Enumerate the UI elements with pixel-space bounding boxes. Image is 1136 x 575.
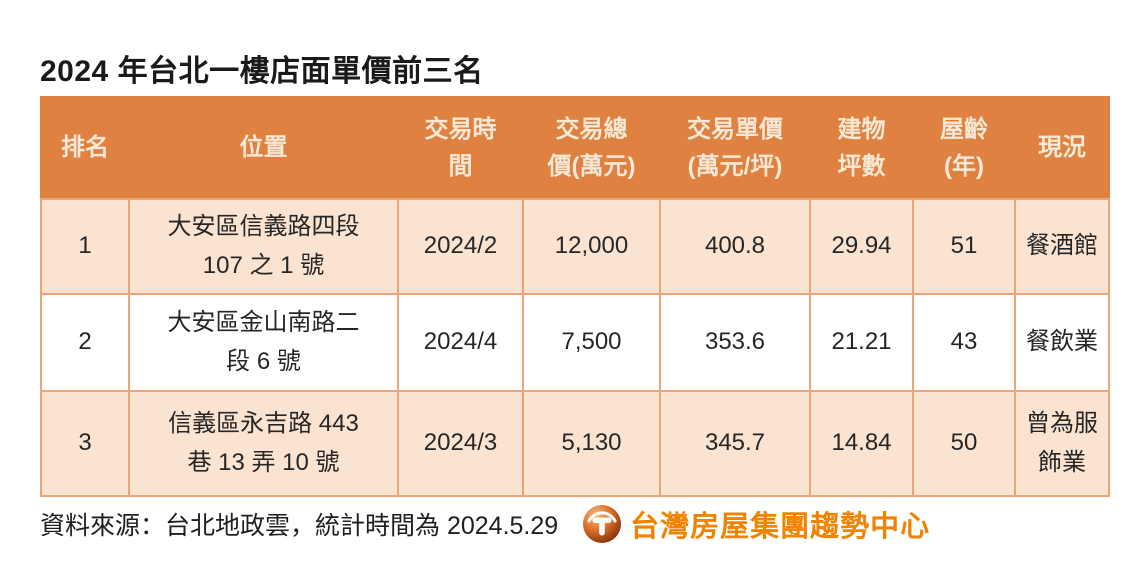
header-location: 位置 (128, 96, 399, 200)
cell-rank: 2 (40, 293, 130, 392)
cell-total-price: 5,130 (522, 390, 661, 497)
brand-logo: 台灣房屋集團趨勢中心 (582, 503, 930, 545)
cell-total-price: 7,500 (522, 293, 661, 392)
cell-building-age: 50 (912, 390, 1016, 497)
cell-total-price: 12,000 (522, 198, 661, 295)
cell-unit-price: 400.8 (659, 198, 811, 295)
cell-transaction-time: 2024/2 (397, 198, 524, 295)
table-row: 1 大安區信義路四段 107 之 1 號 2024/2 12,000 400.8… (40, 198, 1110, 295)
cell-building-age: 43 (912, 293, 1016, 392)
cell-building-age: 51 (912, 198, 1016, 295)
table-header-row: 排名 位置 交易時 間 交易總 價(萬元) 交易單價 (萬元/坪) 建物 坪數 … (40, 96, 1110, 200)
brand-name: 台灣房屋集團趨勢中心 (630, 511, 931, 543)
table-row: 2 大安區金山南路二 段 6 號 2024/4 7,500 353.6 21.2… (40, 293, 1110, 392)
taiwan-housing-sphere-t-icon (583, 505, 622, 543)
cell-building-area: 21.21 (809, 293, 914, 392)
price-ranking-table: 排名 位置 交易時 間 交易總 價(萬元) 交易單價 (萬元/坪) 建物 坪數 … (40, 96, 1110, 497)
page-title: 2024 年台北一樓店面單價前三名 (40, 55, 484, 88)
cell-rank: 3 (40, 390, 130, 497)
cell-unit-price: 345.7 (659, 390, 811, 497)
cell-current-status: 餐酒館 (1014, 198, 1110, 295)
header-transaction-time: 交易時 間 (397, 96, 524, 200)
header-building-age: 屋齡 (年) (912, 96, 1016, 200)
cell-building-area: 29.94 (809, 198, 914, 295)
cell-transaction-time: 2024/4 (397, 293, 524, 392)
table-row: 3 信義區永吉路 443 巷 13 弄 10 號 2024/3 5,130 34… (40, 390, 1110, 497)
cell-unit-price: 353.6 (659, 293, 811, 392)
header-building-area: 建物 坪數 (809, 96, 914, 200)
data-source-note: 資料來源：台北地政雲，統計時間為 2024.5.29 (40, 512, 559, 540)
header-total-price: 交易總 價(萬元) (522, 96, 661, 200)
cell-current-status: 餐飲業 (1014, 293, 1110, 392)
cell-location: 大安區金山南路二 段 6 號 (128, 293, 399, 392)
cell-building-area: 14.84 (809, 390, 914, 497)
cell-current-status: 曾為服 飾業 (1014, 390, 1110, 497)
cell-location: 信義區永吉路 443 巷 13 弄 10 號 (128, 390, 399, 497)
header-unit-price: 交易單價 (萬元/坪) (659, 96, 811, 200)
cell-rank: 1 (40, 198, 130, 295)
header-current-status: 現況 (1014, 96, 1110, 200)
cell-location: 大安區信義路四段 107 之 1 號 (128, 198, 399, 295)
cell-transaction-time: 2024/3 (397, 390, 524, 497)
footer: 資料來源：台北地政雲，統計時間為 2024.5.29 台灣房屋集團趨勢中心 (40, 500, 1108, 548)
header-rank: 排名 (40, 96, 130, 200)
